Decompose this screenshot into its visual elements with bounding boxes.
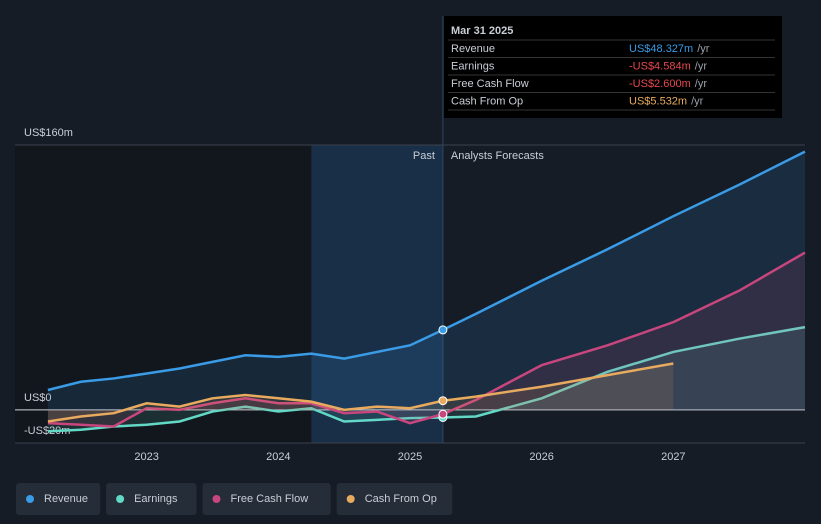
legend-dot bbox=[116, 495, 125, 503]
legend-dot bbox=[26, 495, 34, 503]
line bbox=[47, 150, 806, 392]
tooltip-row: US$48.327m/yr bbox=[629, 43, 710, 55]
past-shade bbox=[311, 145, 443, 443]
x-tick-label: 2026 bbox=[529, 451, 553, 463]
x-tick-label: 2027 bbox=[661, 451, 685, 463]
area bbox=[47, 327, 805, 432]
y-tick-label: US$160m bbox=[24, 127, 73, 139]
legend-item[interactable]: Free Cash Flow bbox=[202, 483, 331, 515]
tooltip-row: US$5.532m/yr bbox=[629, 95, 704, 107]
tooltip-unit: /yr bbox=[695, 78, 708, 90]
y-tick-label: -US$20m bbox=[24, 425, 70, 437]
area bbox=[47, 252, 805, 427]
forecast-label: Analysts Forecasts bbox=[451, 150, 544, 162]
y-tick-label: US$0 bbox=[24, 392, 52, 404]
legend-item[interactable]: Cash From Op bbox=[336, 483, 453, 515]
tooltip-name: Free Cash Flow bbox=[451, 78, 529, 90]
tooltip-unit: /yr bbox=[695, 60, 708, 72]
area bbox=[47, 363, 674, 422]
legend-button[interactable] bbox=[106, 483, 197, 515]
legend-label: Earnings bbox=[134, 493, 178, 505]
legend-label: Free Cash Flow bbox=[231, 493, 309, 505]
tooltip-value: -US$4.584m bbox=[629, 60, 691, 72]
legend-button[interactable] bbox=[16, 483, 101, 515]
legend-item[interactable]: Earnings bbox=[106, 483, 197, 515]
tooltip-row: -US$2.600m/yr bbox=[629, 78, 707, 90]
past-dark bbox=[15, 145, 312, 443]
highlight-dot bbox=[438, 409, 448, 419]
tooltip-name: Revenue bbox=[451, 43, 495, 55]
tooltip-unit: /yr bbox=[691, 95, 704, 107]
tooltip-value: US$5.532m bbox=[629, 95, 687, 107]
line bbox=[47, 325, 806, 433]
past-label: Past bbox=[413, 150, 435, 162]
legend-label: Revenue bbox=[44, 493, 88, 505]
tooltip-date: Mar 31 2025 bbox=[451, 25, 513, 37]
legend-dot bbox=[346, 495, 355, 503]
highlight-dot bbox=[438, 325, 448, 335]
area bbox=[47, 151, 805, 410]
tooltip-unit: /yr bbox=[697, 43, 710, 55]
legend-button[interactable] bbox=[336, 483, 453, 515]
line bbox=[47, 362, 674, 423]
legend-dot bbox=[212, 495, 221, 503]
tooltip-name: Earnings bbox=[451, 60, 495, 72]
legend-button[interactable] bbox=[202, 483, 331, 515]
tooltip-value: US$48.327m bbox=[629, 43, 693, 55]
tooltip-row: -US$4.584m/yr bbox=[629, 60, 707, 72]
tooltip-value: -US$2.600m bbox=[629, 78, 691, 90]
tooltip bbox=[444, 16, 782, 118]
x-tick-label: 2024 bbox=[266, 451, 290, 463]
tooltip-name: Cash From Op bbox=[451, 95, 523, 107]
legend-item[interactable]: Revenue bbox=[16, 483, 101, 515]
x-tick-label: 2023 bbox=[134, 451, 158, 463]
highlight-dot bbox=[438, 396, 448, 406]
legend-label: Cash From Op bbox=[365, 493, 437, 505]
x-tick-label: 2025 bbox=[398, 451, 422, 463]
line bbox=[47, 251, 806, 428]
